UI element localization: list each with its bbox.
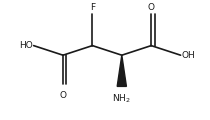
Text: HO: HO (19, 41, 33, 50)
Text: NH$_2$: NH$_2$ (113, 92, 131, 105)
Polygon shape (117, 55, 126, 86)
Text: OH: OH (182, 51, 195, 60)
Text: O: O (148, 3, 155, 12)
Text: F: F (90, 3, 95, 12)
Text: O: O (59, 91, 67, 100)
